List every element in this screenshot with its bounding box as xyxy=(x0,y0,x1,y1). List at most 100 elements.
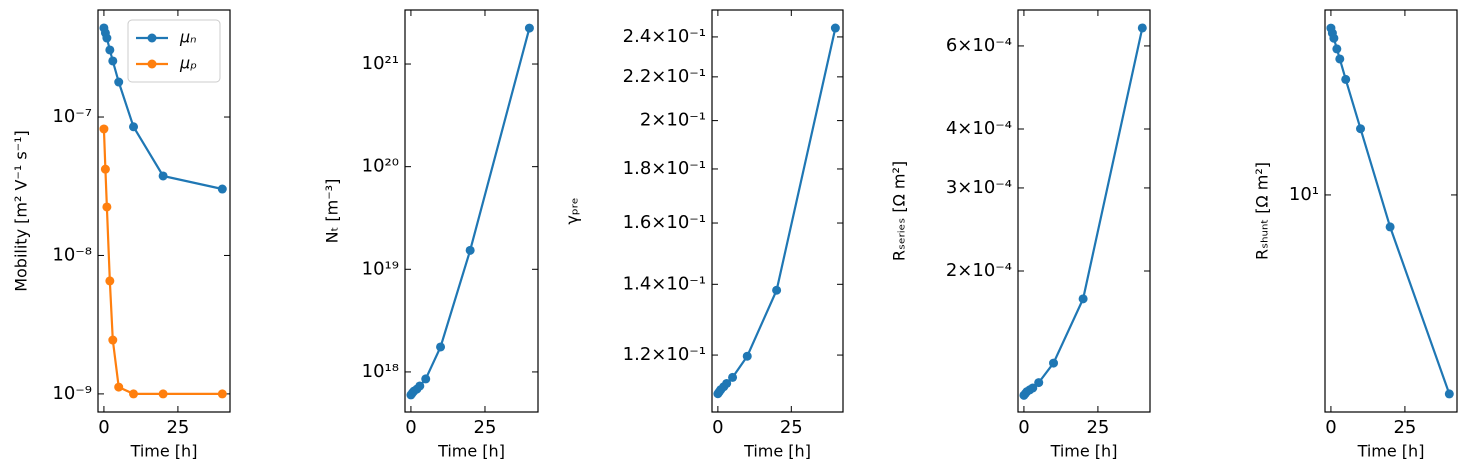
x-axis-label: Time [h] xyxy=(1050,442,1118,461)
legend-box xyxy=(127,19,221,83)
data-point xyxy=(114,382,124,392)
y-tick-label: 10¹⁸ xyxy=(362,361,399,382)
data-point xyxy=(102,202,112,212)
data-point xyxy=(1335,54,1345,64)
data-point xyxy=(742,351,752,361)
data-point xyxy=(1332,44,1342,54)
data-point xyxy=(105,45,115,55)
data-point xyxy=(1049,358,1059,368)
subplot: 0 25 10⁻⁹ 10⁻⁸ 10⁻⁷ Time [h] Mobility [m² V⁻¹ … xyxy=(12,9,231,461)
subplot: 0 25 2×10⁻⁴ 3×10⁻⁴ 4×10⁻⁴ 6×10⁻⁴ Time [h] Rₛₑᵣᵢ… xyxy=(890,9,1151,461)
data-point xyxy=(100,164,110,174)
plot-frame xyxy=(711,9,844,413)
x-tick-label: 0 xyxy=(98,417,109,438)
data-point xyxy=(114,77,124,87)
x-tick-label: 0 xyxy=(712,417,723,438)
series-line xyxy=(716,27,837,395)
data-point xyxy=(415,381,425,391)
data-point xyxy=(158,389,168,399)
legend: μₙ μₚ xyxy=(127,19,221,83)
data-point xyxy=(1137,23,1147,33)
data-point xyxy=(436,342,446,352)
subplot: 0 25 10¹⁸ 10¹⁹ 10²⁰ 10²¹ Time [h] Nₜ [m⁻³] xyxy=(323,9,539,461)
x-axis-label: Time [h] xyxy=(130,442,198,461)
data-point xyxy=(105,276,115,286)
legend-marker xyxy=(147,59,157,69)
y-axis-label: γₚᵣₑ xyxy=(563,197,582,224)
y-tick-label: 10¹ xyxy=(1289,184,1319,205)
data-point xyxy=(524,23,534,33)
y-tick-label: 10⁻⁹ xyxy=(52,383,92,404)
data-point xyxy=(108,56,118,66)
x-tick-label: 0 xyxy=(1018,417,1029,438)
series-line xyxy=(410,27,531,396)
series-line xyxy=(1023,27,1144,397)
data-point xyxy=(158,171,168,181)
y-tick-label: 3×10⁻⁴ xyxy=(946,177,1012,198)
x-tick-label: 0 xyxy=(1325,417,1336,438)
y-axis-label: Nₜ [m⁻³] xyxy=(323,179,342,244)
x-tick-label: 0 xyxy=(405,417,416,438)
plot-frame xyxy=(1324,9,1458,413)
y-tick-label: 10²¹ xyxy=(362,53,399,74)
y-tick-label: 1.2×10⁻¹ xyxy=(623,344,706,365)
y-axis-label: Mobility [m² V⁻¹ s⁻¹] xyxy=(12,130,31,292)
data-point xyxy=(129,122,139,132)
data-point xyxy=(465,245,475,255)
data-point xyxy=(1078,294,1088,304)
data-point xyxy=(1341,74,1351,84)
plot-frame xyxy=(1017,9,1151,413)
series-line xyxy=(1329,27,1451,395)
x-tick-label: 25 xyxy=(780,417,803,438)
series-line xyxy=(102,128,223,395)
data-point xyxy=(728,372,738,382)
data-point xyxy=(772,285,782,295)
y-tick-label: 1.8×10⁻¹ xyxy=(623,158,706,179)
plot-frame xyxy=(404,9,539,413)
x-tick-label: 25 xyxy=(1393,417,1416,438)
y-tick-label: 1.4×10⁻¹ xyxy=(623,273,706,294)
y-tick-label: 10¹⁹ xyxy=(362,258,399,279)
data-point xyxy=(830,23,840,33)
y-tick-label: 10²⁰ xyxy=(362,156,399,177)
y-tick-label: 4×10⁻⁴ xyxy=(946,118,1012,139)
y-tick-label: 2×10⁻¹ xyxy=(640,110,706,131)
data-point xyxy=(722,378,732,388)
x-axis-label: Time [h] xyxy=(1357,442,1425,461)
plot-frame xyxy=(97,9,231,413)
data-point xyxy=(421,374,431,384)
data-point xyxy=(1034,378,1044,388)
y-tick-label: 6×10⁻⁴ xyxy=(946,35,1012,56)
data-point xyxy=(217,389,227,399)
y-tick-label: 10⁻⁷ xyxy=(52,106,92,127)
data-point xyxy=(217,184,227,194)
y-axis-label: Rₛₑᵣᵢₑₛ [Ω m²] xyxy=(890,161,909,261)
data-point xyxy=(1444,389,1454,399)
data-point xyxy=(1028,383,1038,393)
x-axis-label: Time [h] xyxy=(437,442,505,461)
subplot: 0 25 10¹ Time [h] Rₛₕᵤₙₜ [Ω m²] xyxy=(1253,9,1458,461)
y-tick-label: 2×10⁻⁴ xyxy=(946,260,1012,281)
legend-label: μₙ xyxy=(179,28,197,47)
legend-marker xyxy=(147,33,157,43)
subplot: 0 25 1.2×10⁻¹ 1.4×10⁻¹ 1.6×10⁻¹ 1.8×10⁻¹ 2×10⁻… xyxy=(563,9,844,461)
y-tick-label: 2.4×10⁻¹ xyxy=(623,26,706,47)
x-tick-label: 25 xyxy=(166,417,189,438)
y-tick-label: 10⁻⁸ xyxy=(52,244,92,265)
y-axis-label: Rₛₕᵤₙₜ [Ω m²] xyxy=(1253,162,1272,260)
data-point xyxy=(129,389,139,399)
x-tick-label: 25 xyxy=(1086,417,1109,438)
x-tick-label: 25 xyxy=(474,417,497,438)
data-point xyxy=(102,33,112,43)
data-point xyxy=(1385,222,1395,232)
data-point xyxy=(108,335,118,345)
y-tick-label: 2.2×10⁻¹ xyxy=(623,66,706,87)
data-point xyxy=(99,124,109,134)
legend-label: μₚ xyxy=(179,54,197,73)
x-axis-label: Time [h] xyxy=(743,442,811,461)
data-point xyxy=(1329,33,1339,43)
data-point xyxy=(1356,124,1366,134)
y-tick-label: 1.6×10⁻¹ xyxy=(623,212,706,233)
